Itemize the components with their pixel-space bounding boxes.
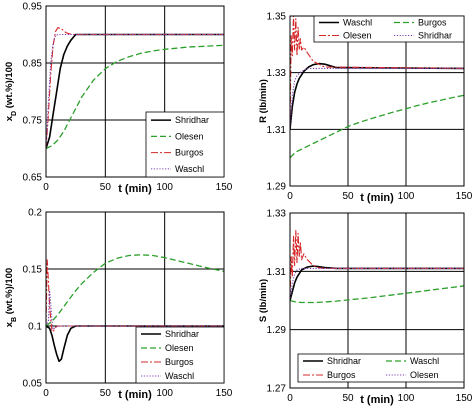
plot-frame (45, 211, 225, 384)
legend-box (145, 111, 225, 178)
legend-box (313, 15, 465, 43)
legend-label-burgos: Burgos (327, 370, 356, 380)
legend-label-olesen: Olesen (410, 370, 439, 380)
y-tick-label: 0.85 (23, 59, 43, 70)
y-tick-label: 0.1 (28, 322, 42, 333)
x-axis-label: t (min) (118, 183, 152, 195)
series-line-waschl (46, 290, 224, 330)
legend-label-waschl: Waschl (343, 18, 372, 28)
y-tick-label: 0.2 (28, 208, 42, 219)
legend-label-waschl: Waschl (410, 356, 439, 366)
x-tick-label: 100 (156, 182, 173, 193)
series-line-burgos (290, 94, 464, 159)
y-axis-label: R (lb/min) (258, 79, 269, 123)
x-tick-label: 0 (43, 388, 49, 399)
series-group (46, 254, 224, 363)
y-tick-label: 1.33 (267, 68, 287, 79)
series-line-olesen (46, 254, 224, 327)
legend: Shridhar Waschl Burgos Olesen (297, 353, 465, 383)
x-tick-label: 100 (156, 388, 173, 399)
series-line-shridhar (46, 325, 224, 363)
y-tick-label: 0.65 (23, 173, 43, 184)
y-tick-label: 1.35 (267, 12, 287, 23)
legend-label-burgos: Burgos (175, 148, 204, 158)
plot-frame (45, 5, 225, 178)
series-line-burgos (46, 259, 224, 333)
series-line-shridhar (290, 67, 464, 130)
legend-label-olesen: Olesen (165, 343, 194, 353)
legend-label-shridhar: Shridhar (175, 115, 209, 125)
series-group (290, 229, 464, 304)
y-tick-label: 1.27 (267, 384, 287, 395)
x-axis-label: t (min) (360, 394, 394, 406)
series-line-shridhar (46, 33, 224, 149)
legend-box (135, 326, 225, 384)
legend-label-olesen: Olesen (343, 31, 372, 41)
y-axis-label-main: x (4, 115, 15, 121)
y-axis-label-subscript: B (11, 317, 18, 322)
legend-label-burgos: Burgos (165, 357, 194, 367)
legend-label-waschl: Waschl (175, 164, 204, 174)
y-tick-label: 0.15 (23, 265, 43, 276)
x-tick-label: 0 (287, 393, 293, 404)
y-axis-label: xD (wt.%)/100 (4, 62, 18, 121)
y-axis-label-main: x (4, 321, 15, 327)
x-tick-label: 0 (287, 191, 293, 202)
x-tick-label: 50 (342, 393, 354, 404)
y-axis-label-rest: (wt.%)/100 (4, 268, 15, 317)
chart-panel-1: 0.65 0.75 0.85 0.95 0 50 100 150 t (min) xD (wt.%… (4, 2, 233, 196)
series-line-waschl (46, 33, 224, 149)
legend-box (297, 353, 465, 383)
legend: Shridhar Olesen Burgos Waschl (135, 326, 225, 384)
y-tick-label: 1.31 (267, 125, 287, 136)
x-tick-label: 0 (43, 182, 49, 193)
x-tick-label: 150 (456, 191, 473, 202)
x-tick-label: 50 (100, 388, 112, 399)
x-tick-label: 100 (398, 191, 415, 202)
y-axis-label: S (lb/min) (258, 279, 269, 322)
series-line-shridhar (290, 265, 464, 301)
y-tick-label: 1.29 (267, 325, 287, 336)
legend-label-shridhar: Shridhar (327, 356, 361, 366)
y-axis-label-rest: (wt.%)/100 (4, 62, 15, 111)
x-tick-label: 100 (398, 393, 415, 404)
legend-label-olesen: Olesen (175, 131, 204, 141)
series-line-burgos (290, 229, 464, 301)
plot-frame (289, 212, 465, 389)
y-tick-label: 0.75 (23, 116, 43, 127)
chart-panel-4: 1.27 1.29 1.31 1.33 0 50 100 150 t (min) S (lb/mi… (258, 209, 473, 407)
series-line-waschl (290, 62, 464, 130)
y-tick-label: 1.31 (267, 267, 287, 278)
x-axis-label: t (min) (360, 192, 394, 204)
y-tick-label: 1.33 (267, 209, 287, 220)
series-line-olesen (290, 267, 464, 301)
y-axis-label-subscript: D (11, 111, 18, 116)
series-group (46, 27, 224, 150)
legend-label-shridhar: Shridhar (165, 329, 199, 339)
x-tick-label: 150 (216, 388, 233, 399)
legend-label-waschl: Waschl (165, 371, 194, 381)
y-tick-label: 0.05 (23, 379, 43, 390)
chart-panel-2: 1.29 1.31 1.33 1.35 0 50 100 150 t (min) R (lb/mi… (258, 12, 473, 205)
series-line-olesen (290, 16, 464, 130)
y-tick-label: 1.29 (267, 182, 287, 193)
legend: Shridhar Olesen Burgos Waschl (145, 111, 225, 178)
legend: Waschl Burgos Olesen Shridhar (313, 15, 465, 43)
series-line-waschl (290, 285, 464, 304)
chart-panel-3: 0.05 0.1 0.15 0.2 0 50 100 150 t (min) xB (wt.%)/… (4, 208, 233, 402)
x-tick-label: 50 (342, 191, 354, 202)
series-line-burgos (46, 27, 224, 149)
x-axis-label: t (min) (118, 389, 152, 401)
x-tick-label: 150 (456, 393, 473, 404)
y-axis-label: xB (wt.%)/100 (4, 268, 18, 327)
legend-label-shridhar: Shridhar (418, 31, 452, 41)
series-group (290, 16, 464, 159)
y-tick-label: 0.95 (23, 2, 43, 13)
legend-label-burgos: Burgos (418, 18, 447, 28)
x-tick-label: 50 (100, 182, 112, 193)
x-tick-label: 150 (216, 182, 233, 193)
